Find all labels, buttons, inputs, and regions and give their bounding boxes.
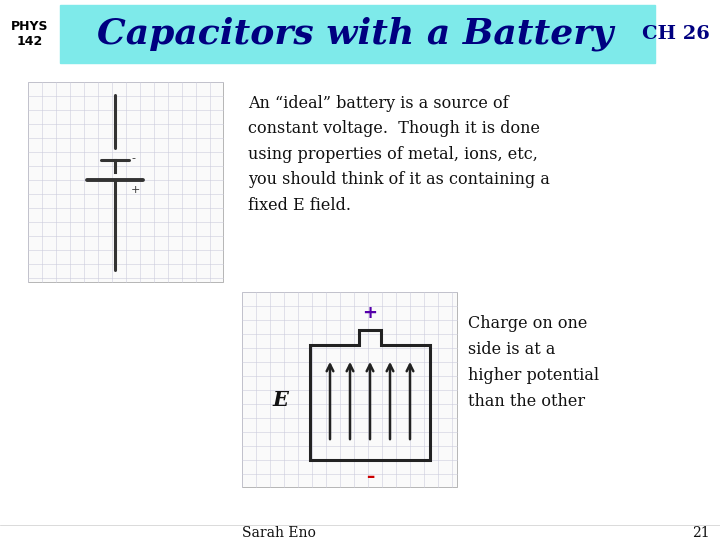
Text: An “ideal” battery is a source of
constant voltage.  Though it is done
using pro: An “ideal” battery is a source of consta… [248,95,550,214]
Text: -: - [131,153,135,163]
Text: Sarah Eno: Sarah Eno [242,526,316,540]
Text: Capacitors with a Battery: Capacitors with a Battery [97,17,613,51]
Text: E: E [272,390,288,410]
Text: CH 26: CH 26 [642,25,710,43]
Bar [60,5,655,63]
Text: +: + [362,304,377,322]
Text: +: + [131,185,140,195]
Text: 21: 21 [693,526,710,540]
Text: –: – [366,468,374,486]
Bar [242,292,457,487]
Text: PHYS
142: PHYS 142 [12,20,49,48]
Bar [28,82,223,282]
Text: Charge on one
side is at a
higher potential
than the other: Charge on one side is at a higher potent… [468,315,599,410]
